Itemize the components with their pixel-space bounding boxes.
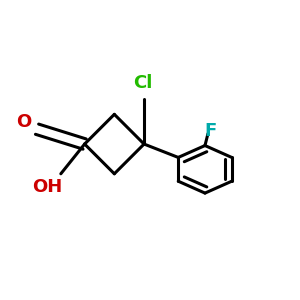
Text: O: O: [16, 113, 31, 131]
Text: F: F: [205, 122, 217, 140]
Text: OH: OH: [32, 178, 63, 196]
Text: Cl: Cl: [133, 74, 152, 92]
